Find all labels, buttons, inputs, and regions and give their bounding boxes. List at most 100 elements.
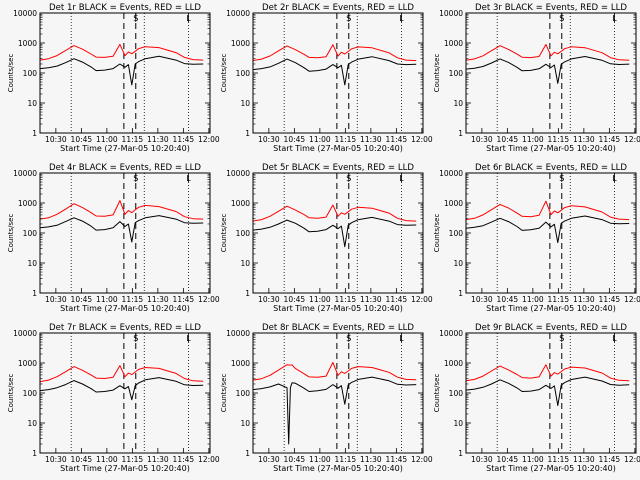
x-tick-label: 10:45 (284, 295, 306, 304)
panel-det-5: Det 5r BLACK = Events, RED = LLDSL110100… (220, 163, 433, 313)
series-line-lld (252, 204, 417, 222)
series-line-events (465, 56, 630, 84)
y-tick-label: 10000 (439, 9, 463, 18)
y-tick-label: 10 (453, 419, 463, 428)
x-axis-label: Start Time (27-Mar-05 10:20:40) (60, 464, 190, 473)
x-axis-label: Start Time (27-Mar-05 10:20:40) (273, 304, 403, 313)
x-tick-label: 11:45 (173, 455, 195, 464)
x-tick-label: 10:45 (284, 455, 306, 464)
y-tick-label: 10000 (13, 9, 37, 18)
panel-det-7: Det 7r BLACK = Events, RED = LLDSL110100… (7, 323, 220, 473)
y-tick-label: 10000 (13, 329, 37, 338)
x-tick-label: 11:45 (386, 135, 408, 144)
y-tick-label: 10000 (13, 169, 37, 178)
y-tick-label: 1 (32, 289, 37, 298)
series-line-lld (39, 200, 204, 220)
x-tick-label: 10:30 (45, 295, 67, 304)
x-axis-label: Start Time (27-Mar-05 10:20:40) (273, 144, 403, 153)
x-tick-label: 12:00 (198, 295, 220, 304)
x-tick-label: 10:45 (497, 135, 519, 144)
series-line-lld (252, 44, 417, 62)
x-tick-label: 11:00 (96, 455, 118, 464)
series-line-events (39, 377, 204, 401)
x-axis-label: Start Time (27-Mar-05 10:20:40) (60, 144, 190, 153)
y-tick-label: 1000 (231, 39, 250, 48)
panel-title: Det 2r BLACK = Events, RED = LLD (262, 3, 414, 13)
y-axis-label: Counts/sec (7, 214, 15, 253)
x-tick-label: 10:45 (497, 455, 519, 464)
x-tick-label: 11:45 (173, 295, 195, 304)
x-axis-label: Start Time (27-Mar-05 10:20:40) (273, 464, 403, 473)
y-tick-label: 1 (245, 129, 250, 138)
x-tick-label: 11:00 (522, 455, 544, 464)
y-tick-label: 1 (32, 129, 37, 138)
y-tick-label: 1000 (444, 39, 463, 48)
x-axis-label: Start Time (27-Mar-05 10:20:40) (486, 144, 616, 153)
y-axis-label: Counts/sec (220, 214, 228, 253)
plot-frame (39, 172, 211, 294)
x-tick-label: 10:30 (471, 135, 493, 144)
series-line-events (252, 216, 417, 248)
panel-det-2: Det 2r BLACK = Events, RED = LLDSL110100… (220, 3, 433, 153)
x-tick-label: 10:30 (45, 135, 67, 144)
y-tick-label: 10 (27, 99, 37, 108)
x-axis-label: Start Time (27-Mar-05 10:20:40) (60, 304, 190, 313)
y-tick-label: 1000 (231, 199, 250, 208)
x-axis-label: Start Time (27-Mar-05 10:20:40) (486, 304, 616, 313)
y-axis-label: Counts/sec (220, 374, 228, 413)
x-tick-label: 10:30 (258, 135, 280, 144)
x-tick-label: 11:45 (386, 455, 408, 464)
x-tick-label: 12:00 (411, 295, 433, 304)
y-tick-label: 10 (27, 259, 37, 268)
y-axis-label: Counts/sec (433, 214, 441, 253)
series-line-events (39, 215, 204, 243)
y-tick-label: 1000 (18, 199, 37, 208)
y-tick-label: 10 (240, 419, 250, 428)
y-tick-label: 1 (245, 289, 250, 298)
x-tick-label: 11:30 (573, 135, 595, 144)
x-tick-label: 10:30 (45, 455, 67, 464)
y-tick-label: 10000 (439, 169, 463, 178)
y-axis-label: Counts/sec (7, 54, 15, 93)
x-tick-label: 12:00 (624, 295, 640, 304)
y-tick-label: 10000 (226, 329, 250, 338)
x-tick-label: 10:30 (471, 295, 493, 304)
x-tick-label: 11:45 (599, 135, 621, 144)
x-tick-label: 12:00 (198, 455, 220, 464)
panel-det-4: Det 4r BLACK = Events, RED = LLDSL110100… (7, 163, 220, 313)
x-tick-label: 11:30 (360, 135, 382, 144)
x-tick-label: 11:15 (335, 135, 357, 144)
x-tick-label: 11:00 (309, 455, 331, 464)
series-line-lld (465, 44, 630, 61)
x-tick-label: 10:45 (284, 135, 306, 144)
x-tick-label: 11:00 (309, 295, 331, 304)
y-tick-label: 1 (245, 449, 250, 458)
x-tick-label: 11:00 (309, 135, 331, 144)
y-tick-label: 10 (240, 259, 250, 268)
panel-title: Det 5r BLACK = Events, RED = LLD (262, 163, 414, 173)
x-tick-label: 11:30 (360, 295, 382, 304)
series-line-lld (39, 365, 204, 383)
y-tick-label: 1 (458, 129, 463, 138)
series-line-events (39, 55, 204, 86)
y-tick-label: 100 (23, 389, 38, 398)
x-tick-label: 11:15 (122, 135, 144, 144)
panel-det-3: Det 3r BLACK = Events, RED = LLDSL110100… (433, 3, 640, 153)
x-tick-label: 12:00 (411, 135, 433, 144)
y-tick-label: 1000 (18, 39, 37, 48)
panel-title: Det 8r BLACK = Events, RED = LLD (262, 323, 414, 333)
x-tick-label: 11:15 (335, 455, 357, 464)
panel-det-9: Det 9r BLACK = Events, RED = LLDSL110100… (433, 323, 640, 473)
y-axis-label: Counts/sec (220, 54, 228, 93)
x-tick-label: 11:45 (173, 135, 195, 144)
x-tick-label: 11:00 (522, 135, 544, 144)
x-tick-label: 11:45 (599, 455, 621, 464)
x-tick-label: 11:15 (122, 295, 144, 304)
x-tick-label: 11:15 (548, 295, 570, 304)
y-tick-label: 10 (453, 99, 463, 108)
x-tick-label: 10:30 (258, 295, 280, 304)
x-tick-label: 11:00 (522, 295, 544, 304)
x-tick-label: 11:00 (96, 295, 118, 304)
y-tick-label: 1000 (231, 359, 250, 368)
y-tick-label: 100 (236, 69, 251, 78)
